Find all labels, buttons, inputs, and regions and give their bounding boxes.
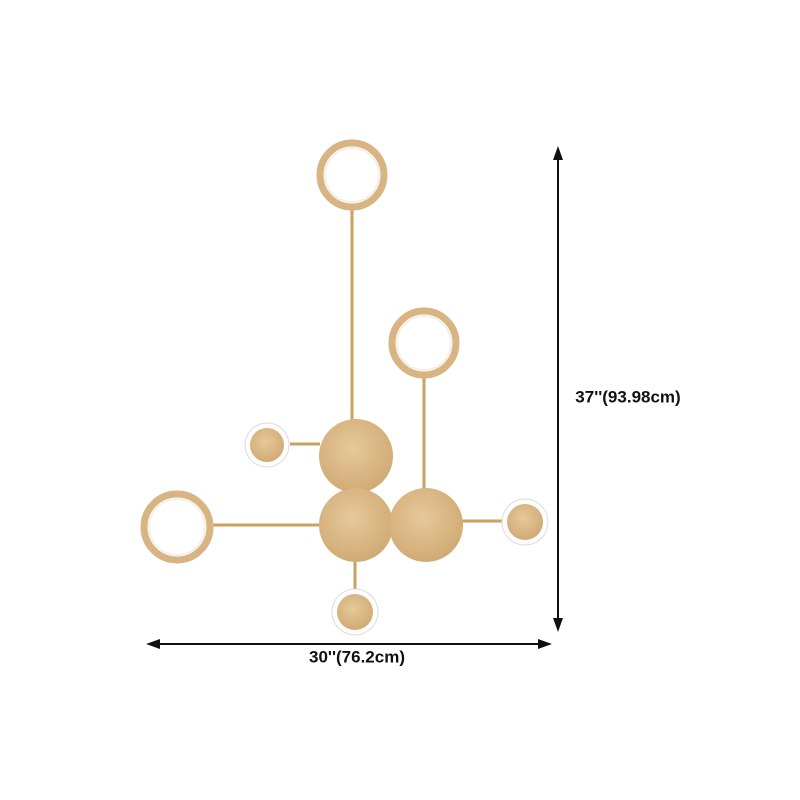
width-arrow	[146, 639, 552, 649]
height-arrow	[553, 146, 563, 632]
height-label: 37''(93.98cm)	[575, 387, 680, 406]
width-label: 30''(76.2cm)	[309, 647, 405, 666]
lamp	[140, 139, 549, 636]
